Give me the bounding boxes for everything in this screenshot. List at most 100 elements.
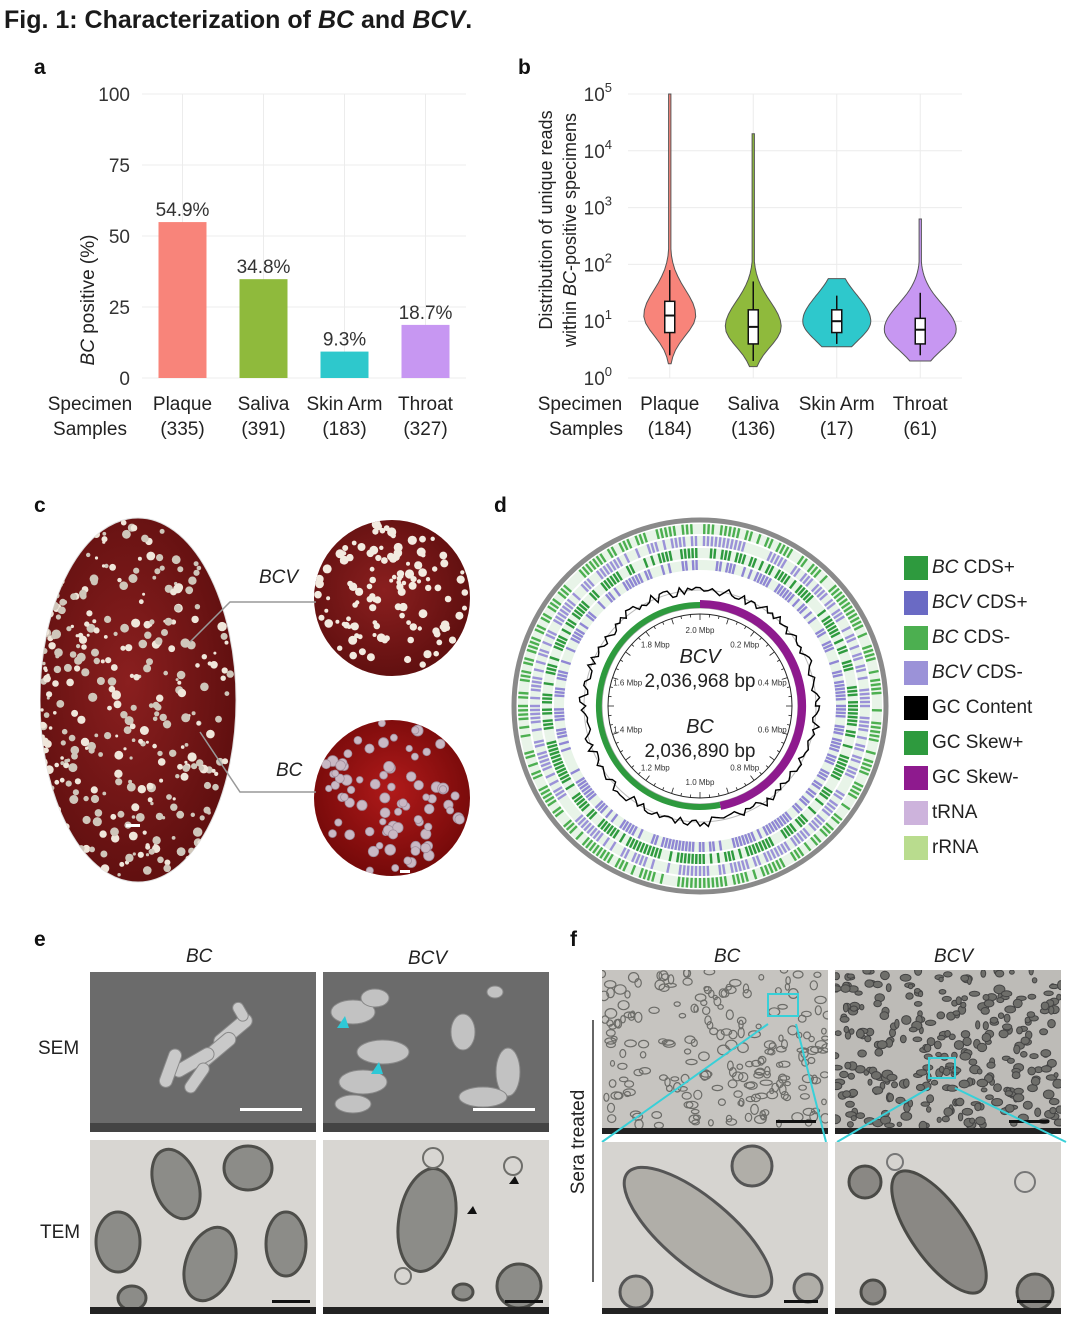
cds-feature	[824, 646, 835, 653]
colony	[215, 527, 224, 535]
cell-debris	[807, 1056, 816, 1065]
cds-feature	[711, 524, 715, 535]
cds-feature	[816, 589, 826, 598]
cds-feature	[563, 819, 573, 828]
colony	[216, 546, 221, 551]
colony	[154, 568, 161, 575]
cell	[846, 1121, 854, 1128]
colony	[346, 785, 356, 794]
colony	[40, 580, 47, 589]
cds-feature	[547, 663, 558, 669]
colony	[51, 633, 58, 640]
legend-item: rRNA	[904, 836, 978, 860]
cds-feature	[735, 528, 741, 539]
cds-feature	[782, 546, 790, 557]
colony	[205, 521, 215, 531]
cell-debris	[811, 1074, 818, 1084]
colony	[379, 807, 391, 819]
colony	[411, 726, 420, 735]
cds-feature	[638, 533, 645, 545]
colony	[387, 782, 396, 792]
colony	[40, 851, 45, 856]
cds-feature	[740, 566, 747, 578]
cds-feature	[650, 833, 657, 845]
colony	[104, 732, 112, 740]
cds-feature	[737, 540, 742, 551]
cds-feature	[530, 636, 542, 643]
cds-feature	[776, 845, 784, 856]
cds-feature	[638, 855, 645, 866]
cell-debris	[799, 1093, 810, 1100]
cell-debris	[617, 1000, 630, 1011]
cell-debris	[817, 1047, 828, 1054]
cds-feature	[720, 549, 724, 560]
colony	[133, 674, 140, 681]
cds-feature	[602, 851, 611, 862]
cds-feature	[539, 648, 550, 655]
cell	[1057, 980, 1061, 991]
colony	[75, 634, 79, 638]
scale-tick	[653, 782, 656, 786]
cds-feature	[837, 757, 849, 764]
cds-feature	[557, 611, 567, 620]
cds-feature	[543, 722, 554, 727]
zoom-connector-lines	[601, 1023, 1067, 1143]
cds-feature	[530, 769, 542, 776]
cds-feature	[659, 873, 665, 884]
cds-feature	[865, 750, 876, 755]
colony	[175, 870, 179, 875]
cell	[842, 1090, 852, 1098]
cell	[1027, 993, 1037, 1000]
cell-debris	[748, 1030, 762, 1039]
cds-feature	[630, 864, 637, 876]
colony	[146, 658, 153, 666]
colony	[418, 609, 428, 619]
colony	[215, 534, 220, 538]
cds-feature	[585, 839, 594, 849]
colony	[152, 836, 161, 845]
cell	[943, 1107, 953, 1117]
colony	[180, 745, 185, 749]
cds-feature	[599, 553, 607, 563]
cell-debris	[754, 1092, 768, 1100]
cell-debris	[763, 1040, 776, 1049]
cell	[935, 1051, 942, 1058]
colony	[111, 690, 122, 700]
cell	[975, 1020, 981, 1030]
cds-feature	[776, 585, 784, 595]
colony	[90, 794, 100, 804]
cell	[976, 1068, 983, 1075]
cds-feature	[855, 664, 866, 669]
cds-feature	[537, 652, 549, 658]
cds-feature	[832, 770, 843, 778]
cds-feature	[728, 563, 733, 574]
colony	[122, 529, 131, 539]
cds-feature	[599, 849, 607, 859]
cds-feature	[557, 673, 568, 678]
colony	[217, 806, 225, 814]
cds-feature	[794, 802, 803, 812]
cds-feature	[766, 850, 773, 861]
panel-b-y-axis-label-1: Distribution of unique reads	[536, 110, 556, 329]
colony	[419, 535, 426, 543]
colony	[157, 750, 163, 757]
cds-feature	[727, 850, 732, 862]
scale-tick	[671, 618, 674, 625]
cds-feature	[686, 865, 690, 876]
cds-feature	[835, 789, 846, 797]
cds-feature	[619, 847, 627, 858]
colony	[440, 559, 449, 568]
scale-bar-large	[126, 824, 140, 827]
cell	[933, 1040, 942, 1050]
legend-swatch	[904, 696, 928, 720]
cds-feature	[542, 640, 553, 647]
cell	[989, 1016, 999, 1024]
cds-feature	[747, 569, 753, 580]
cell-debris	[820, 1027, 827, 1035]
cell-debris	[606, 987, 615, 999]
colony	[137, 556, 142, 561]
cell-debris	[720, 1028, 733, 1036]
colony	[417, 626, 422, 631]
cell-debris	[605, 1029, 616, 1037]
cds-feature	[552, 786, 563, 794]
